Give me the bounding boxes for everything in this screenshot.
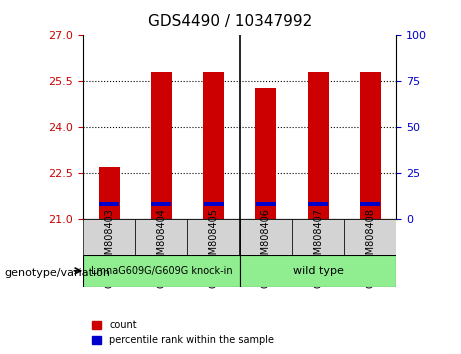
Text: GDS4490 / 10347992: GDS4490 / 10347992 <box>148 14 313 29</box>
Legend: count, percentile rank within the sample: count, percentile rank within the sample <box>88 316 278 349</box>
Text: GSM808403: GSM808403 <box>104 208 114 267</box>
Bar <box>151 72 172 219</box>
Bar <box>99 167 119 219</box>
FancyBboxPatch shape <box>240 255 396 287</box>
FancyBboxPatch shape <box>240 219 292 255</box>
FancyBboxPatch shape <box>188 219 240 255</box>
Bar <box>360 72 381 219</box>
Text: genotype/variation: genotype/variation <box>5 268 111 278</box>
Bar <box>361 202 380 206</box>
Text: GSM808406: GSM808406 <box>261 208 271 267</box>
Bar <box>204 202 224 206</box>
Bar <box>255 87 276 219</box>
Text: GSM808404: GSM808404 <box>156 208 166 267</box>
Bar <box>307 72 329 219</box>
Text: GSM808405: GSM808405 <box>208 208 219 267</box>
Bar <box>99 202 119 206</box>
FancyBboxPatch shape <box>135 219 188 255</box>
Text: GSM808408: GSM808408 <box>365 208 375 267</box>
Text: LmnaG609G/G609G knock-in: LmnaG609G/G609G knock-in <box>90 266 232 276</box>
Text: wild type: wild type <box>293 266 343 276</box>
Bar <box>203 72 224 219</box>
FancyBboxPatch shape <box>83 255 240 287</box>
FancyBboxPatch shape <box>83 219 135 255</box>
Text: GSM808407: GSM808407 <box>313 208 323 267</box>
FancyBboxPatch shape <box>292 219 344 255</box>
FancyBboxPatch shape <box>344 219 396 255</box>
Bar <box>308 202 328 206</box>
Bar <box>151 202 171 206</box>
Bar <box>256 202 276 206</box>
